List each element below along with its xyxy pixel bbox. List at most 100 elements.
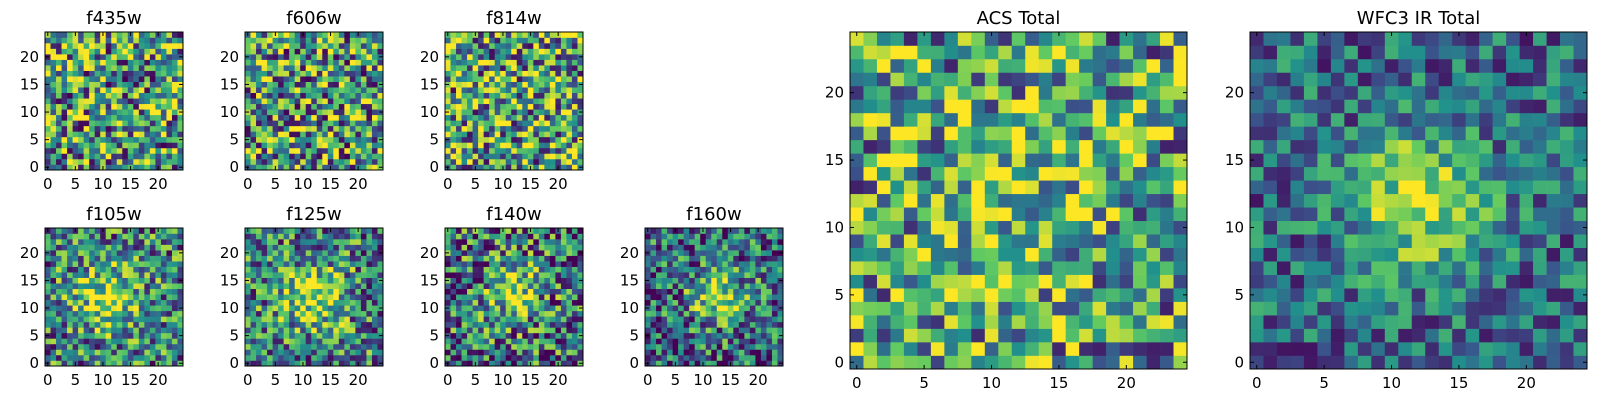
heatmap-cell (78, 354, 84, 361)
heatmap-cell (100, 294, 107, 301)
heatmap-cell (250, 277, 257, 284)
heatmap-cell (483, 158, 490, 165)
heatmap-cell (177, 98, 184, 105)
heatmap-cell (155, 147, 162, 154)
heatmap-cell (160, 120, 167, 127)
heatmap-cell (250, 354, 257, 361)
heatmap-cell (267, 277, 273, 284)
heatmap-cell (278, 272, 284, 278)
heatmap-cell (45, 153, 51, 160)
heatmap-cell (957, 274, 972, 289)
heatmap-cell (61, 244, 68, 251)
heatmap-cell (445, 283, 451, 290)
heatmap-cell (850, 153, 864, 168)
heatmap-cell (78, 360, 84, 367)
heatmap-cell (78, 153, 84, 160)
heatmap-cell (377, 310, 384, 317)
heatmap-cell (489, 250, 495, 256)
heatmap-cell (111, 109, 118, 116)
heatmap-cell (377, 32, 384, 38)
heatmap-cell (760, 299, 767, 306)
heatmap-cell (472, 87, 479, 94)
heatmap-cell (544, 321, 551, 328)
heatmap-cell (149, 349, 156, 356)
heatmap-cell (566, 81, 573, 88)
heatmap-cell (549, 244, 556, 251)
heatmap-cell (516, 228, 523, 234)
heatmap-cell (94, 70, 101, 77)
heatmap-cell (116, 120, 123, 127)
heatmap-cell (1173, 355, 1188, 370)
heatmap-cell (533, 158, 540, 165)
heatmap-cell (494, 239, 501, 245)
heatmap-cell (917, 328, 932, 343)
heatmap-cell (166, 277, 173, 284)
heatmap-cell (483, 114, 490, 121)
heatmap-cell (166, 316, 173, 323)
heatmap-cell (349, 321, 356, 328)
heatmap-cell (289, 338, 295, 345)
heatmap-cell (566, 261, 573, 267)
heatmap-cell (478, 266, 484, 273)
heatmap-cell (1092, 288, 1107, 302)
heatmap-cell (527, 299, 534, 306)
heatmap-cell (505, 354, 512, 361)
heatmap-cell (661, 299, 668, 306)
heatmap-cell (278, 98, 284, 105)
heatmap-cell (127, 37, 134, 44)
heatmap-cell (494, 48, 501, 55)
heatmap-cell (863, 342, 878, 356)
heatmap-cell (377, 266, 384, 273)
heatmap-cell (467, 294, 473, 301)
heatmap-cell (61, 125, 68, 132)
heatmap-cell (272, 70, 279, 77)
heatmap-cell (116, 136, 123, 143)
heatmap-cell (111, 233, 118, 240)
heatmap-cell (494, 136, 501, 143)
heatmap-cell (971, 301, 986, 316)
heatmap-cell (1160, 247, 1174, 262)
heatmap-cell (300, 70, 307, 77)
heatmap-cell (171, 81, 178, 88)
heatmap-cell (56, 244, 62, 251)
heatmap-cell (78, 349, 84, 356)
heatmap-cell (322, 266, 329, 273)
heatmap-cell (289, 59, 295, 66)
heatmap-cell (122, 114, 129, 121)
heatmap-cell (461, 48, 468, 55)
heatmap-cell (100, 65, 107, 71)
heatmap-cell (160, 164, 167, 171)
heatmap-cell (250, 114, 257, 121)
heatmap-cell (544, 48, 551, 55)
heatmap-cell (483, 103, 490, 110)
heatmap-cell (138, 277, 145, 284)
heatmap-cell (360, 255, 367, 262)
heatmap-cell (360, 332, 367, 339)
heatmap-cell (267, 332, 273, 339)
heatmap-cell (344, 327, 351, 334)
heatmap-cell (50, 310, 57, 317)
heatmap-cell (155, 92, 162, 99)
heatmap-cell (903, 274, 918, 289)
heatmap-cell (338, 43, 345, 49)
heatmap-cell (278, 32, 284, 38)
heatmap-cell (366, 327, 373, 334)
heatmap-cell (544, 233, 551, 240)
heatmap-cell (311, 239, 318, 245)
heatmap-cell (1079, 220, 1093, 235)
heatmap-cell (683, 338, 690, 345)
heatmap-cell (89, 59, 95, 66)
heatmap-cell (305, 233, 312, 240)
heatmap-cell (349, 120, 356, 127)
heatmap-cell (261, 233, 268, 240)
heatmap-cell (489, 54, 495, 60)
heatmap-cell (100, 327, 107, 334)
heatmap-cell (294, 76, 301, 82)
heatmap-cell (930, 193, 945, 208)
heatmap-cell (711, 310, 718, 317)
heatmap-cell (876, 261, 891, 275)
heatmap-cell (89, 125, 95, 132)
heatmap-cell (360, 87, 367, 94)
heatmap-cell (160, 125, 167, 132)
heatmap-cell (327, 87, 334, 94)
